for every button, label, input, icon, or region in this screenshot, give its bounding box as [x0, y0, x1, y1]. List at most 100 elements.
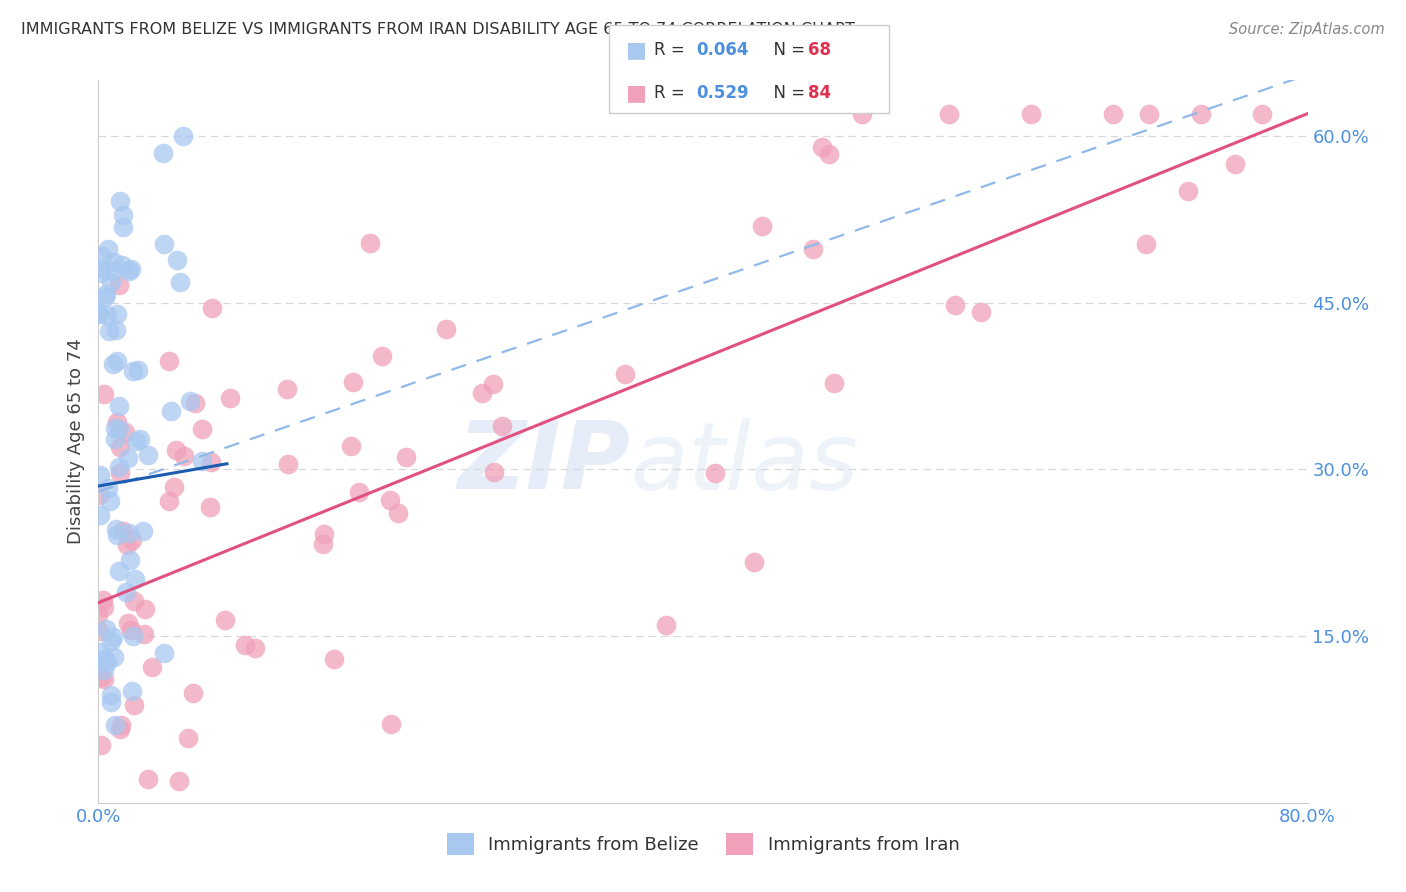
Point: [107, 399, 129, 413]
Point: [277, 458, 299, 472]
Point: [201, 301, 224, 315]
Point: [1177, 184, 1199, 198]
Point: [200, 500, 222, 514]
Point: [1019, 106, 1042, 120]
Point: [117, 264, 139, 278]
Point: [108, 194, 131, 209]
Point: [165, 442, 187, 457]
Point: [108, 466, 131, 480]
Text: N =: N =: [763, 84, 811, 102]
Point: [132, 524, 155, 539]
Point: [108, 440, 131, 454]
Point: [104, 421, 127, 435]
Point: [127, 363, 149, 377]
Text: 0.529: 0.529: [696, 84, 748, 102]
Point: [378, 493, 401, 508]
Point: [93, 599, 115, 614]
Point: [134, 601, 156, 615]
Point: [124, 572, 146, 586]
Point: [90, 266, 112, 280]
Point: [173, 449, 195, 463]
Point: [312, 536, 335, 550]
Point: [89, 467, 111, 482]
Point: [96, 655, 118, 669]
Point: [89, 644, 111, 658]
Point: [742, 555, 765, 569]
Point: [166, 253, 188, 268]
Text: IMMIGRANTS FROM BELIZE VS IMMIGRANTS FROM IRAN DISABILITY AGE 65 TO 74 CORRELATI: IMMIGRANTS FROM BELIZE VS IMMIGRANTS FRO…: [21, 22, 855, 37]
Point: [704, 466, 727, 480]
Point: [100, 696, 122, 710]
Point: [118, 553, 141, 567]
Point: [342, 375, 364, 389]
Point: [94, 290, 117, 304]
Point: [122, 698, 145, 712]
Point: [97, 481, 120, 495]
Point: [1189, 106, 1212, 120]
Point: [152, 646, 174, 660]
Point: [91, 249, 114, 263]
Point: [851, 106, 873, 120]
Point: [157, 493, 180, 508]
Point: [94, 287, 117, 301]
Point: [89, 508, 111, 522]
Point: [90, 260, 112, 275]
Point: [108, 459, 131, 474]
Point: [94, 623, 117, 637]
Point: [153, 237, 176, 252]
Point: [169, 275, 191, 289]
Point: [118, 525, 141, 540]
Point: [103, 649, 125, 664]
Point: [96, 308, 118, 322]
Point: [87, 307, 110, 321]
Text: ■: ■: [626, 83, 647, 103]
Text: ■: ■: [626, 40, 647, 61]
Point: [104, 323, 127, 337]
Text: R =: R =: [654, 42, 690, 60]
Point: [100, 275, 122, 289]
Text: atlas: atlas: [630, 417, 859, 508]
Point: [101, 264, 124, 278]
Point: [167, 773, 190, 788]
Point: [810, 140, 832, 154]
Point: [107, 422, 129, 436]
Point: [200, 454, 222, 468]
Point: [90, 738, 112, 752]
Point: [97, 324, 120, 338]
Point: [89, 624, 111, 638]
Point: [114, 585, 136, 599]
Point: [132, 627, 155, 641]
Point: [107, 564, 129, 578]
Point: [98, 493, 121, 508]
Point: [491, 418, 513, 433]
Point: [1250, 106, 1272, 120]
Point: [121, 533, 143, 547]
Point: [141, 660, 163, 674]
Point: [100, 688, 122, 702]
Point: [117, 538, 139, 552]
Point: [87, 607, 110, 622]
Point: [177, 731, 200, 745]
Text: ZIP: ZIP: [457, 417, 630, 509]
Legend: Immigrants from Belize, Immigrants from Iran: Immigrants from Belize, Immigrants from …: [440, 826, 966, 863]
Point: [751, 219, 773, 233]
Point: [120, 623, 142, 637]
Point: [191, 422, 214, 436]
Point: [101, 630, 124, 644]
Point: [172, 128, 194, 143]
Point: [110, 722, 132, 736]
Point: [104, 432, 127, 446]
Point: [105, 307, 128, 321]
Point: [122, 364, 145, 378]
Point: [243, 640, 266, 655]
Point: [136, 772, 159, 786]
Point: [117, 450, 139, 465]
Point: [276, 382, 298, 396]
Point: [100, 633, 122, 648]
Point: [349, 484, 371, 499]
Point: [91, 593, 114, 607]
Point: [103, 255, 125, 269]
Point: [387, 506, 409, 520]
Text: R =: R =: [654, 84, 690, 102]
Point: [823, 376, 845, 390]
